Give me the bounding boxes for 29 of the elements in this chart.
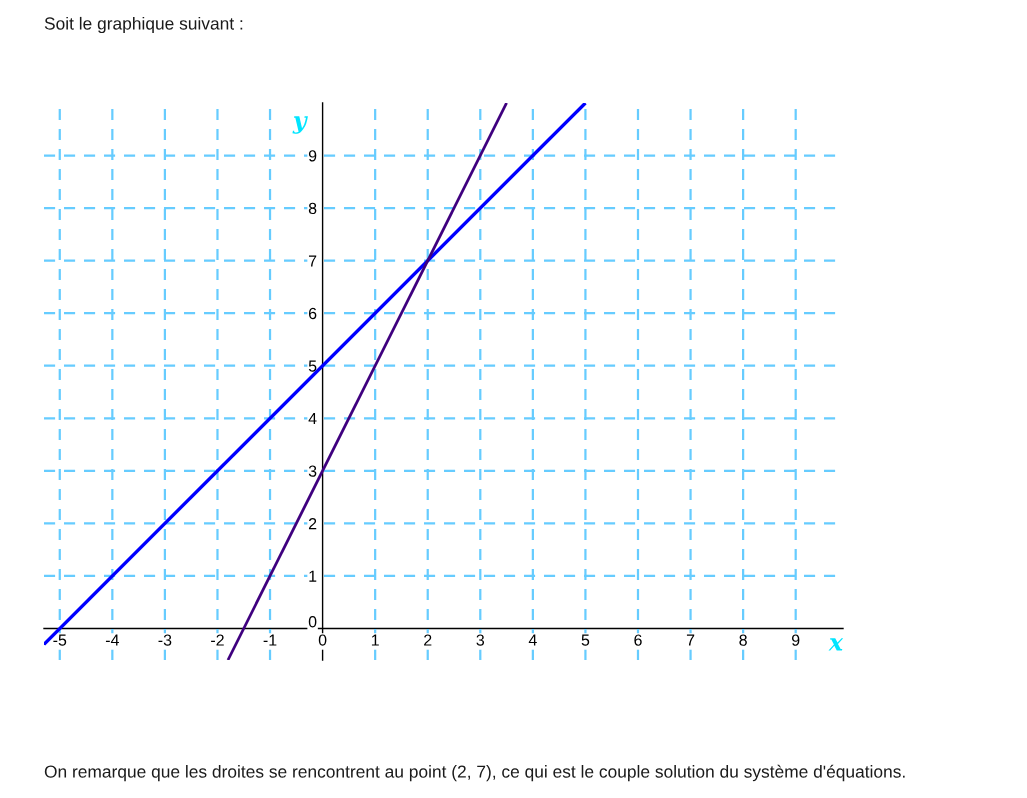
x-tick-label: -5 [53,634,67,646]
y-tick-label: 1 [309,570,317,582]
x-tick-label: 3 [476,634,485,646]
y-tick-label: 8 [308,202,317,215]
y-tick-label: 6 [308,307,317,320]
x-tick-label: 7 [686,634,695,646]
x-tick-label: 4 [528,634,537,646]
y-tick-label: 3 [308,465,317,477]
x-tick-label: 8 [739,634,747,646]
y-tick-label: 7 [308,255,317,267]
x-tick-label: 2 [424,634,432,646]
x-tick-label: 6 [634,634,642,646]
x-tick-label: -4 [105,634,119,646]
x-axis-title: x [828,638,844,651]
x-tick-label: -1 [263,634,277,646]
x-tick-label: 1 [371,634,379,646]
text: On remarque que les droites se rencontrent au point (2, 7), ce qui est le couple solution du système d'équations. [44,764,905,782]
y-tick-label: 4 [308,413,317,425]
y-tick-label: 5 [308,360,317,372]
x-tick-label: 5 [581,634,590,646]
y-tick-label: 0 [308,616,317,628]
x-tick-label: -3 [158,634,172,646]
chart-title: Soit le graphique suivant : [44,16,243,34]
y-tick-label: 9 [308,150,317,162]
x-tick-label: 9 [792,634,800,646]
y-axis-title: y [292,116,308,134]
x-tick-label: -2 [211,634,224,646]
x-tick-label: 0 [318,634,327,646]
y-tick-label: 2 [308,518,317,530]
